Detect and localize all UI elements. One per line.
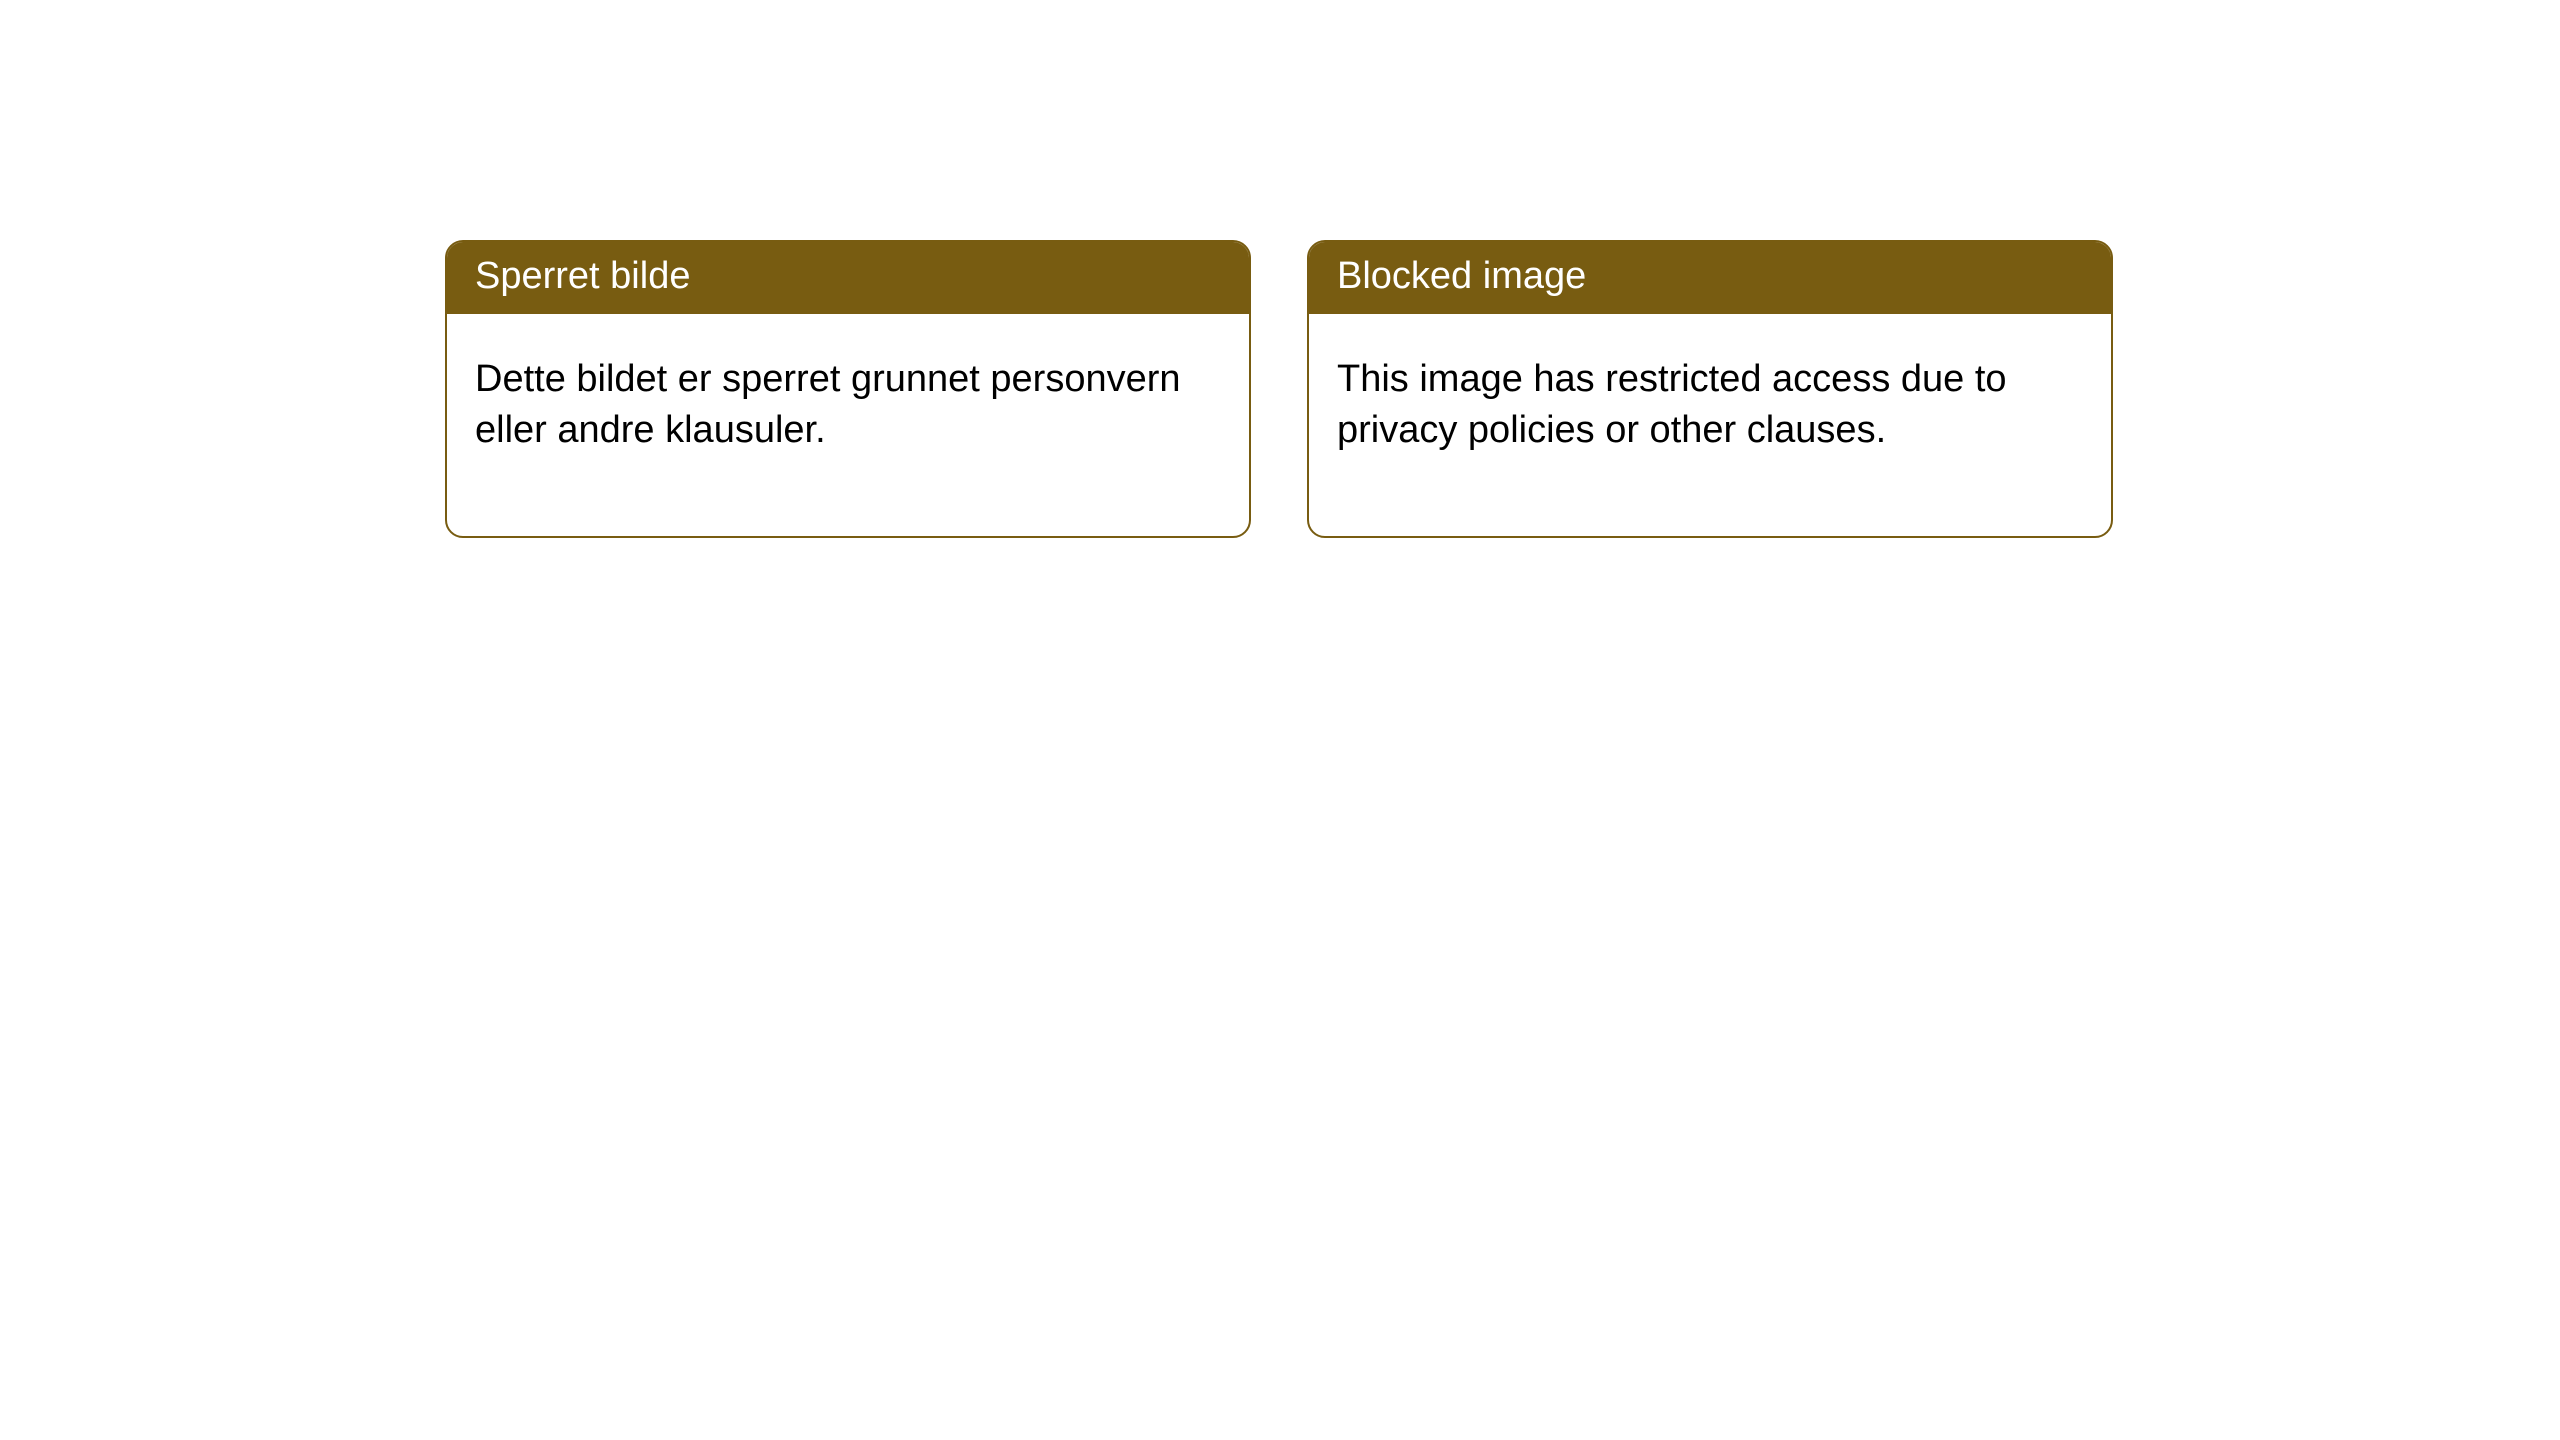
notice-card-norwegian: Sperret bilde Dette bildet er sperret gr… xyxy=(445,240,1251,538)
notice-container: Sperret bilde Dette bildet er sperret gr… xyxy=(0,0,2560,538)
notice-body: This image has restricted access due to … xyxy=(1309,314,2111,537)
notice-body: Dette bildet er sperret grunnet personve… xyxy=(447,314,1249,537)
notice-title: Blocked image xyxy=(1309,242,2111,314)
notice-card-english: Blocked image This image has restricted … xyxy=(1307,240,2113,538)
notice-title: Sperret bilde xyxy=(447,242,1249,314)
